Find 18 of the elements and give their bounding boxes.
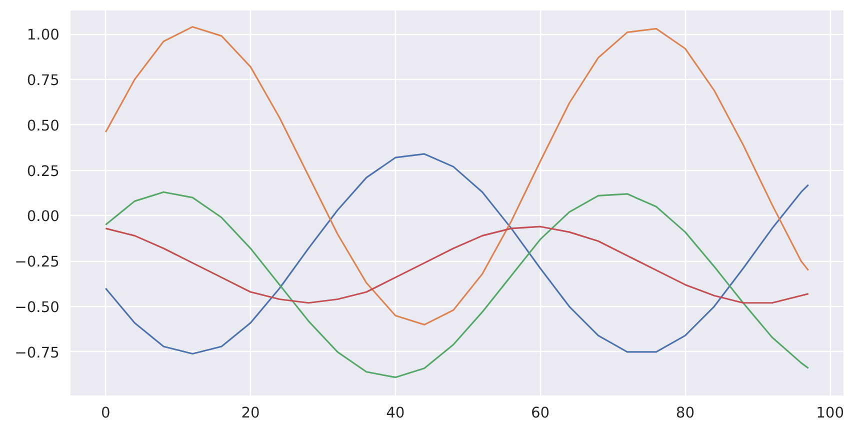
- y-tick-label: −0.75: [14, 344, 60, 362]
- line-series: [104, 153, 810, 355]
- line-series: [104, 191, 810, 378]
- line-series: [104, 226, 810, 304]
- y-tick-label: 1.00: [26, 26, 60, 44]
- x-tick-label: 80: [676, 404, 695, 422]
- y-tick-label: −0.50: [14, 299, 60, 316]
- y-tick-label: 0.75: [26, 72, 60, 90]
- line-series: [104, 26, 810, 326]
- y-tick-label: 0.00: [26, 208, 60, 226]
- y-tick-label: −0.25: [14, 254, 60, 271]
- y-tick-label: 0.25: [26, 162, 60, 180]
- x-tick-label: 40: [386, 404, 405, 422]
- x-tick-label: 0: [100, 404, 110, 422]
- x-tick-label: 100: [816, 404, 844, 422]
- y-tick-label: 0.50: [26, 117, 60, 134]
- x-tick-label: 60: [530, 404, 550, 422]
- x-tick-label: 20: [241, 404, 260, 422]
